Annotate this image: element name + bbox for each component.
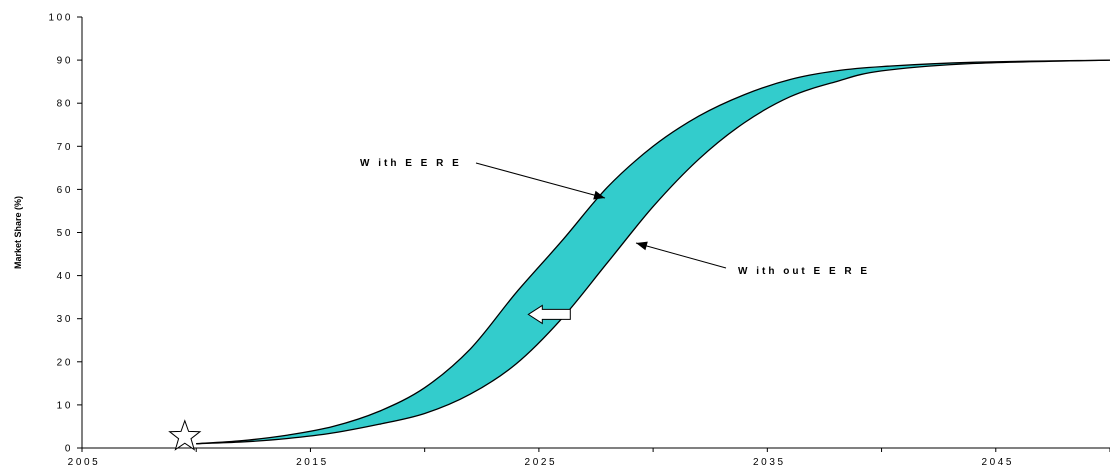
- x-tick-label: 2005: [68, 457, 101, 468]
- y-axis-title: Market Share (%): [13, 196, 23, 269]
- star-marker-icon: [168, 419, 202, 451]
- y-tick-label: 50: [57, 228, 73, 239]
- y-tick-label: 30: [57, 314, 73, 325]
- series-line-without-eere: [196, 59, 1110, 445]
- y-tick-label: 90: [57, 56, 73, 67]
- band-layer: [196, 60, 1110, 444]
- y-tick-label: 60: [57, 185, 73, 196]
- y-tick-label: 0: [65, 444, 73, 455]
- y-tick-label: 70: [57, 142, 73, 153]
- annotation-layer: W ith E E R E W ith out E E R E: [168, 158, 870, 451]
- y-tick-label: 10: [57, 400, 73, 411]
- band-area: [196, 60, 1110, 444]
- shift-left-arrow-icon: [527, 304, 571, 325]
- y-tick-label: 40: [57, 271, 73, 282]
- axis-layer: 0 10 20 30 40 50 60 70 80 90 100 2005 2015 2025 2035 20…: [49, 13, 1110, 468]
- annotation-arrow-without-eere-head: [636, 241, 648, 251]
- annotation-arrow-without-eere: [635, 242, 727, 269]
- x-tick-label: 2045: [981, 457, 1014, 468]
- y-tick-label: 100: [49, 13, 74, 24]
- annotation-arrow-with-eere-head: [593, 190, 605, 200]
- annotation-without-eere: W ith out E E R E: [738, 266, 870, 277]
- x-tick-label: 2015: [296, 457, 329, 468]
- series-line-with-eere: [196, 59, 1110, 445]
- annotation-arrow-with-eere: [475, 162, 606, 199]
- x-tick-label: 2025: [525, 457, 558, 468]
- y-tick-label: 80: [57, 99, 73, 110]
- line-layer: [196, 59, 1110, 445]
- annotation-with-eere: W ith E E R E: [360, 158, 462, 169]
- x-tick-label: 2035: [753, 457, 786, 468]
- y-tick-label: 20: [57, 357, 73, 368]
